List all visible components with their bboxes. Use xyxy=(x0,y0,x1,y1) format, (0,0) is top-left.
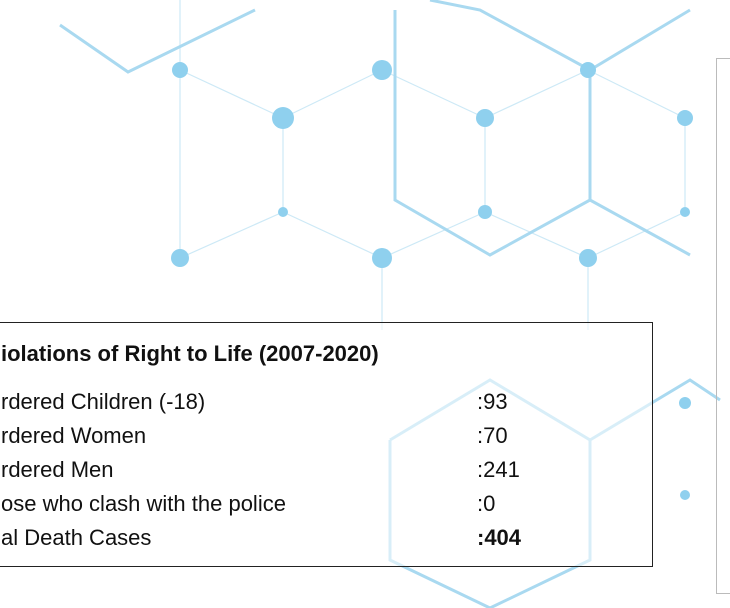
row-value: :404 xyxy=(477,525,521,551)
row-value: :70 xyxy=(477,423,508,449)
stats-box: iolations of Right to Life (2007-2020) r… xyxy=(0,322,653,567)
row-value: :0 xyxy=(477,491,495,517)
row-value: :93 xyxy=(477,389,508,415)
row-label: ose who clash with the police xyxy=(1,491,286,517)
box-title: iolations of Right to Life (2007-2020) xyxy=(1,341,379,367)
row-value: :241 xyxy=(477,457,520,483)
row-label: rdered Children (-18) xyxy=(1,389,205,415)
page: iolations of Right to Life (2007-2020) r… xyxy=(0,0,730,608)
row-label: rdered Women xyxy=(1,423,146,449)
row-label: al Death Cases xyxy=(1,525,151,551)
row-label: rdered Men xyxy=(1,457,114,483)
side-panel xyxy=(716,58,730,594)
